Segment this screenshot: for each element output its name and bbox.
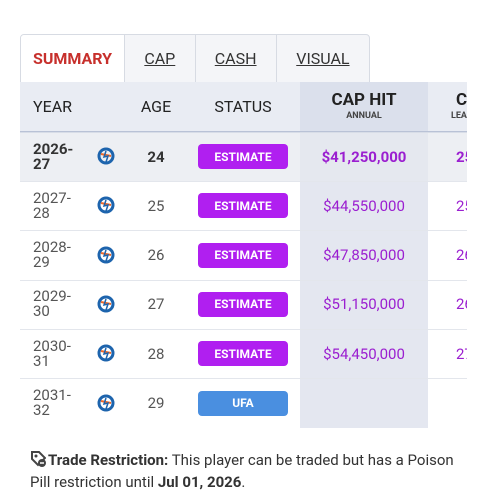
next-value: 25	[456, 196, 467, 215]
trade-restriction: Trade Restriction: This player can be tr…	[30, 449, 470, 493]
table-row: 2031-32 29 UFA	[20, 379, 467, 428]
table-row: 2030-31 28 ESTIMATE $54,450,000 27	[20, 329, 467, 380]
year: 2028-29	[33, 238, 71, 272]
status-badge: ESTIMATE	[198, 193, 288, 219]
status-badge: ESTIMATE	[198, 242, 288, 268]
team-logo	[97, 394, 115, 411]
age: 27	[147, 295, 165, 314]
restriction-text: This player can be traded but has a Pois…	[30, 451, 454, 491]
tab-bar: SUMMARY CAP CASH VISUAL	[20, 34, 370, 83]
header-next: C	[456, 90, 467, 110]
status-badge: ESTIMATE	[198, 144, 288, 169]
status-badge: ESTIMATE	[198, 341, 288, 367]
table-row: 2029-30 27 ESTIMATE $51,150,000 26	[20, 280, 467, 330]
header-age: AGE	[140, 97, 172, 116]
table-header: YEAR AGE STATUS CAP HIT ANNUAL C LEA	[20, 82, 467, 133]
team-logo	[97, 295, 115, 313]
next-value: 26	[456, 295, 467, 314]
team-logo	[97, 246, 115, 264]
status-badge: ESTIMATE	[198, 291, 288, 317]
team-logo	[97, 147, 115, 165]
tab[interactable]: CASH	[194, 35, 276, 82]
year: 2030-31	[33, 336, 71, 370]
next-value: 27	[456, 344, 467, 363]
cap-hit-bg	[300, 82, 428, 131]
header-year: YEAR	[33, 97, 72, 116]
table-row: 2027-28 25 ESTIMATE $44,550,000 25	[20, 181, 467, 232]
table-row: 2026-27 24 ESTIMATE $41,250,000 25	[20, 132, 467, 182]
header-cap-hit-sub: ANNUAL	[346, 111, 382, 121]
age: 24	[147, 147, 165, 166]
year: 2027-28	[33, 188, 71, 222]
year: 2029-30	[33, 287, 71, 321]
header-cap-hit: CAP HIT	[331, 90, 397, 110]
tab[interactable]: VISUAL	[275, 35, 369, 82]
year: 2026-27	[33, 139, 74, 173]
year: 2031-32	[33, 386, 71, 419]
restriction-icon	[31, 451, 47, 467]
cap-hit: $44,550,000	[323, 196, 405, 215]
cap-hit: $54,450,000	[323, 344, 405, 363]
status-badge: UFA	[198, 390, 288, 416]
tab[interactable]: CAP	[124, 35, 194, 82]
age: 25	[147, 196, 165, 215]
cap-hit: $41,250,000	[321, 147, 407, 166]
age: 28	[147, 344, 165, 363]
restriction-date: Jul 01, 2026	[157, 473, 242, 491]
tab[interactable]: SUMMARY	[21, 35, 125, 82]
team-logo	[97, 196, 115, 214]
restriction-label: Trade Restriction:	[48, 451, 169, 469]
table-row: 2028-29 26 ESTIMATE $47,850,000 26	[20, 231, 467, 281]
team-logo	[97, 344, 115, 362]
header-status: STATUS	[214, 97, 272, 116]
next-value: 26	[456, 246, 467, 265]
header-next-sub: LEA	[451, 111, 467, 121]
next-value: 25	[456, 147, 467, 166]
cap-hit: $47,850,000	[323, 246, 405, 265]
cap-hit: $51,150,000	[323, 295, 405, 314]
contract-table: YEAR AGE STATUS CAP HIT ANNUAL C LEA 2026-27 24 E…	[20, 82, 467, 428]
restriction-end: .	[241, 473, 246, 491]
age: 26	[147, 246, 165, 265]
age: 29	[147, 394, 165, 412]
